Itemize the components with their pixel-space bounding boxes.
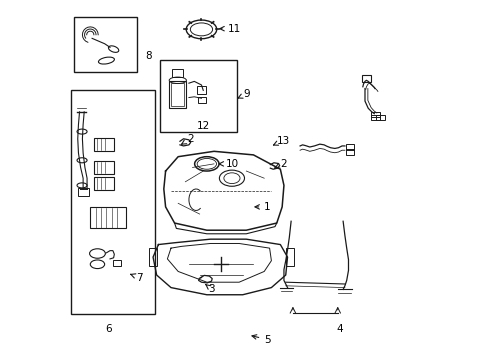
- Bar: [370, 115, 379, 120]
- Bar: [94, 138, 113, 150]
- Bar: [90, 207, 126, 228]
- Text: 1: 1: [254, 202, 270, 212]
- Text: 6: 6: [105, 324, 112, 334]
- Bar: [345, 144, 353, 150]
- Text: 3: 3: [205, 284, 215, 294]
- Text: 9: 9: [238, 89, 250, 99]
- Text: 10: 10: [219, 159, 239, 169]
- Text: 2: 2: [181, 134, 193, 144]
- Bar: [113, 260, 121, 266]
- Bar: [370, 112, 379, 117]
- Text: 12: 12: [197, 121, 210, 131]
- Bar: [198, 97, 205, 103]
- Bar: [376, 115, 385, 120]
- Bar: [149, 248, 157, 266]
- Bar: [78, 188, 88, 196]
- Bar: [74, 17, 137, 72]
- Bar: [362, 75, 370, 82]
- Bar: [94, 161, 113, 174]
- Text: 7: 7: [130, 273, 142, 283]
- Bar: [94, 177, 113, 190]
- Bar: [197, 86, 206, 94]
- Bar: [171, 83, 183, 107]
- Text: 4: 4: [335, 324, 342, 334]
- Text: 2: 2: [274, 159, 286, 169]
- Text: 5: 5: [251, 334, 270, 345]
- Bar: [345, 149, 353, 154]
- Bar: [70, 90, 155, 315]
- Text: 8: 8: [144, 51, 151, 61]
- Text: 11: 11: [220, 24, 241, 34]
- Bar: [172, 69, 183, 77]
- Bar: [285, 248, 293, 266]
- Text: 13: 13: [273, 136, 289, 145]
- Bar: [160, 60, 237, 132]
- Bar: [169, 81, 186, 108]
